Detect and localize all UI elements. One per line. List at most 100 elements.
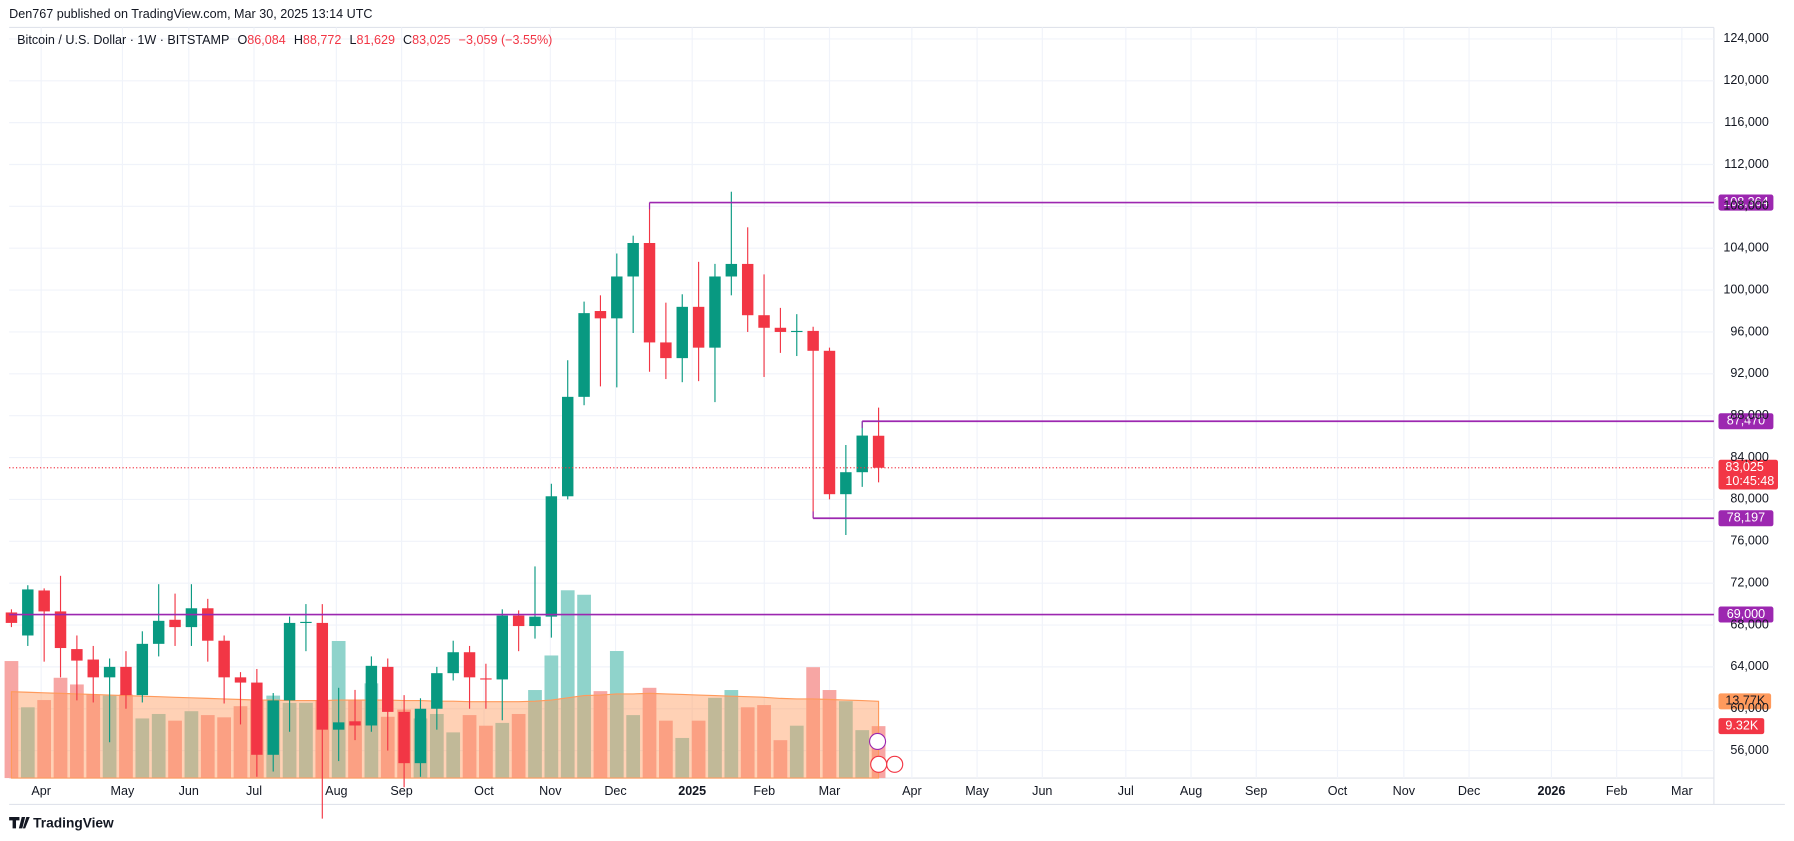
candle-body <box>54 611 67 649</box>
volume-bar <box>135 718 150 779</box>
candle-body <box>22 589 34 636</box>
candle-body <box>709 276 721 348</box>
volume-bar <box>773 740 788 779</box>
volume-bar <box>806 667 820 779</box>
candle-body <box>218 640 230 678</box>
candle-body <box>365 665 378 726</box>
legend-low: 81,629 <box>356 34 394 48</box>
last-price-label: 83,025 <box>1725 460 1763 474</box>
candle-body <box>561 396 574 497</box>
volume-bar <box>462 715 477 779</box>
candle-body <box>840 472 852 495</box>
y-tick-label: 84,000 <box>1730 450 1768 464</box>
y-tick-label: 116,000 <box>1724 115 1769 129</box>
x-tick-label: May <box>111 784 135 798</box>
candle-body <box>741 263 754 316</box>
y-tick-label: 68,000 <box>1730 617 1768 631</box>
candle-body <box>807 330 819 351</box>
volume-bar <box>86 694 101 779</box>
candle-body <box>136 643 149 696</box>
y-tick-label: 96,000 <box>1730 324 1768 338</box>
logo-mark <box>9 816 30 829</box>
volume-bar <box>528 690 542 779</box>
volume-bar <box>282 702 297 779</box>
volume-bar <box>299 702 313 779</box>
volume-bar <box>20 707 35 779</box>
candle-body <box>774 327 787 332</box>
candle-body <box>87 659 99 678</box>
y-tick-label: 108,000 <box>1723 199 1768 213</box>
event-icons <box>868 732 904 773</box>
x-tick-label: Aug <box>1180 784 1202 798</box>
x-tick-label: Jun <box>179 784 199 798</box>
x-tick-label: Oct <box>474 784 494 798</box>
volume-bar <box>855 730 870 779</box>
x-tick-label: Feb <box>753 784 775 798</box>
volume-bar <box>184 711 199 779</box>
axes: 56,000 60,000 64,000 68,000 72,000 76,000 80,0… <box>31 31 1768 798</box>
candle-body <box>38 590 50 612</box>
candle-body <box>545 496 558 617</box>
candle-body <box>611 276 623 319</box>
countdown-label: 10:45:48 <box>1725 474 1774 488</box>
level-label: 78,197 <box>1727 511 1765 525</box>
y-tick-label: 104,000 <box>1723 241 1768 255</box>
y-tick-label: 76,000 <box>1730 534 1768 548</box>
level-label-box <box>1718 606 1774 623</box>
volume-bar <box>446 732 461 779</box>
x-tick-label: Dec <box>604 784 626 798</box>
candle-body <box>71 649 83 661</box>
legend-c: C <box>403 34 412 48</box>
y-tick-label: 72,000 <box>1730 575 1768 589</box>
candle-body <box>692 306 705 348</box>
volume-bar <box>233 706 248 779</box>
candle-body <box>643 242 656 343</box>
legend-change: −3,059 (−3.55%) <box>459 34 553 48</box>
candle-body <box>202 608 214 641</box>
volume-bar <box>724 690 739 779</box>
legend-h: H <box>294 34 303 48</box>
candle-body <box>169 619 181 628</box>
level-label-box <box>1718 194 1774 211</box>
x-tick-label: Jun <box>1032 784 1052 798</box>
x-tick-label: Nov <box>539 784 562 798</box>
candle-body <box>856 435 868 473</box>
candle-body <box>447 652 459 674</box>
y-tick-label: 60,000 <box>1730 701 1768 715</box>
volume-bar <box>708 697 722 779</box>
volume-bar <box>70 684 84 779</box>
candle-body <box>251 682 263 755</box>
x-tick-label: Mar <box>819 784 841 798</box>
candle-body <box>512 615 525 627</box>
x-tick-label: Aug <box>325 784 347 798</box>
candle-body <box>823 350 836 495</box>
candle-body <box>872 435 885 468</box>
publisher-header: Den767 published on TradingView.com, Mar… <box>9 7 372 21</box>
level-label: 87,470 <box>1727 414 1765 428</box>
candle-body <box>185 608 198 628</box>
grid <box>9 27 1714 779</box>
volume-bar <box>789 725 804 779</box>
candle-body <box>594 311 607 319</box>
candle-body <box>267 700 279 755</box>
volume-ma-label-box <box>1718 693 1772 710</box>
y-tick-label: 100,000 <box>1723 282 1768 296</box>
candle-body <box>103 666 116 678</box>
candle-body <box>120 666 132 696</box>
x-tick-label: 2025 <box>678 784 706 798</box>
volume-bar <box>544 655 559 779</box>
event-icon <box>868 732 887 751</box>
x-tick-label: Nov <box>1393 784 1416 798</box>
volume-bar <box>217 717 232 779</box>
x-tick-label: Apr <box>902 784 922 798</box>
candle-body <box>791 330 803 333</box>
level-label: 69,000 <box>1727 607 1765 621</box>
candle-body <box>349 721 361 726</box>
candle-body <box>758 315 770 328</box>
level-label-box <box>1718 413 1774 430</box>
volume-bar <box>560 590 575 779</box>
volume-bar <box>675 737 690 779</box>
candle-body <box>480 678 492 680</box>
candle-body <box>332 722 345 730</box>
